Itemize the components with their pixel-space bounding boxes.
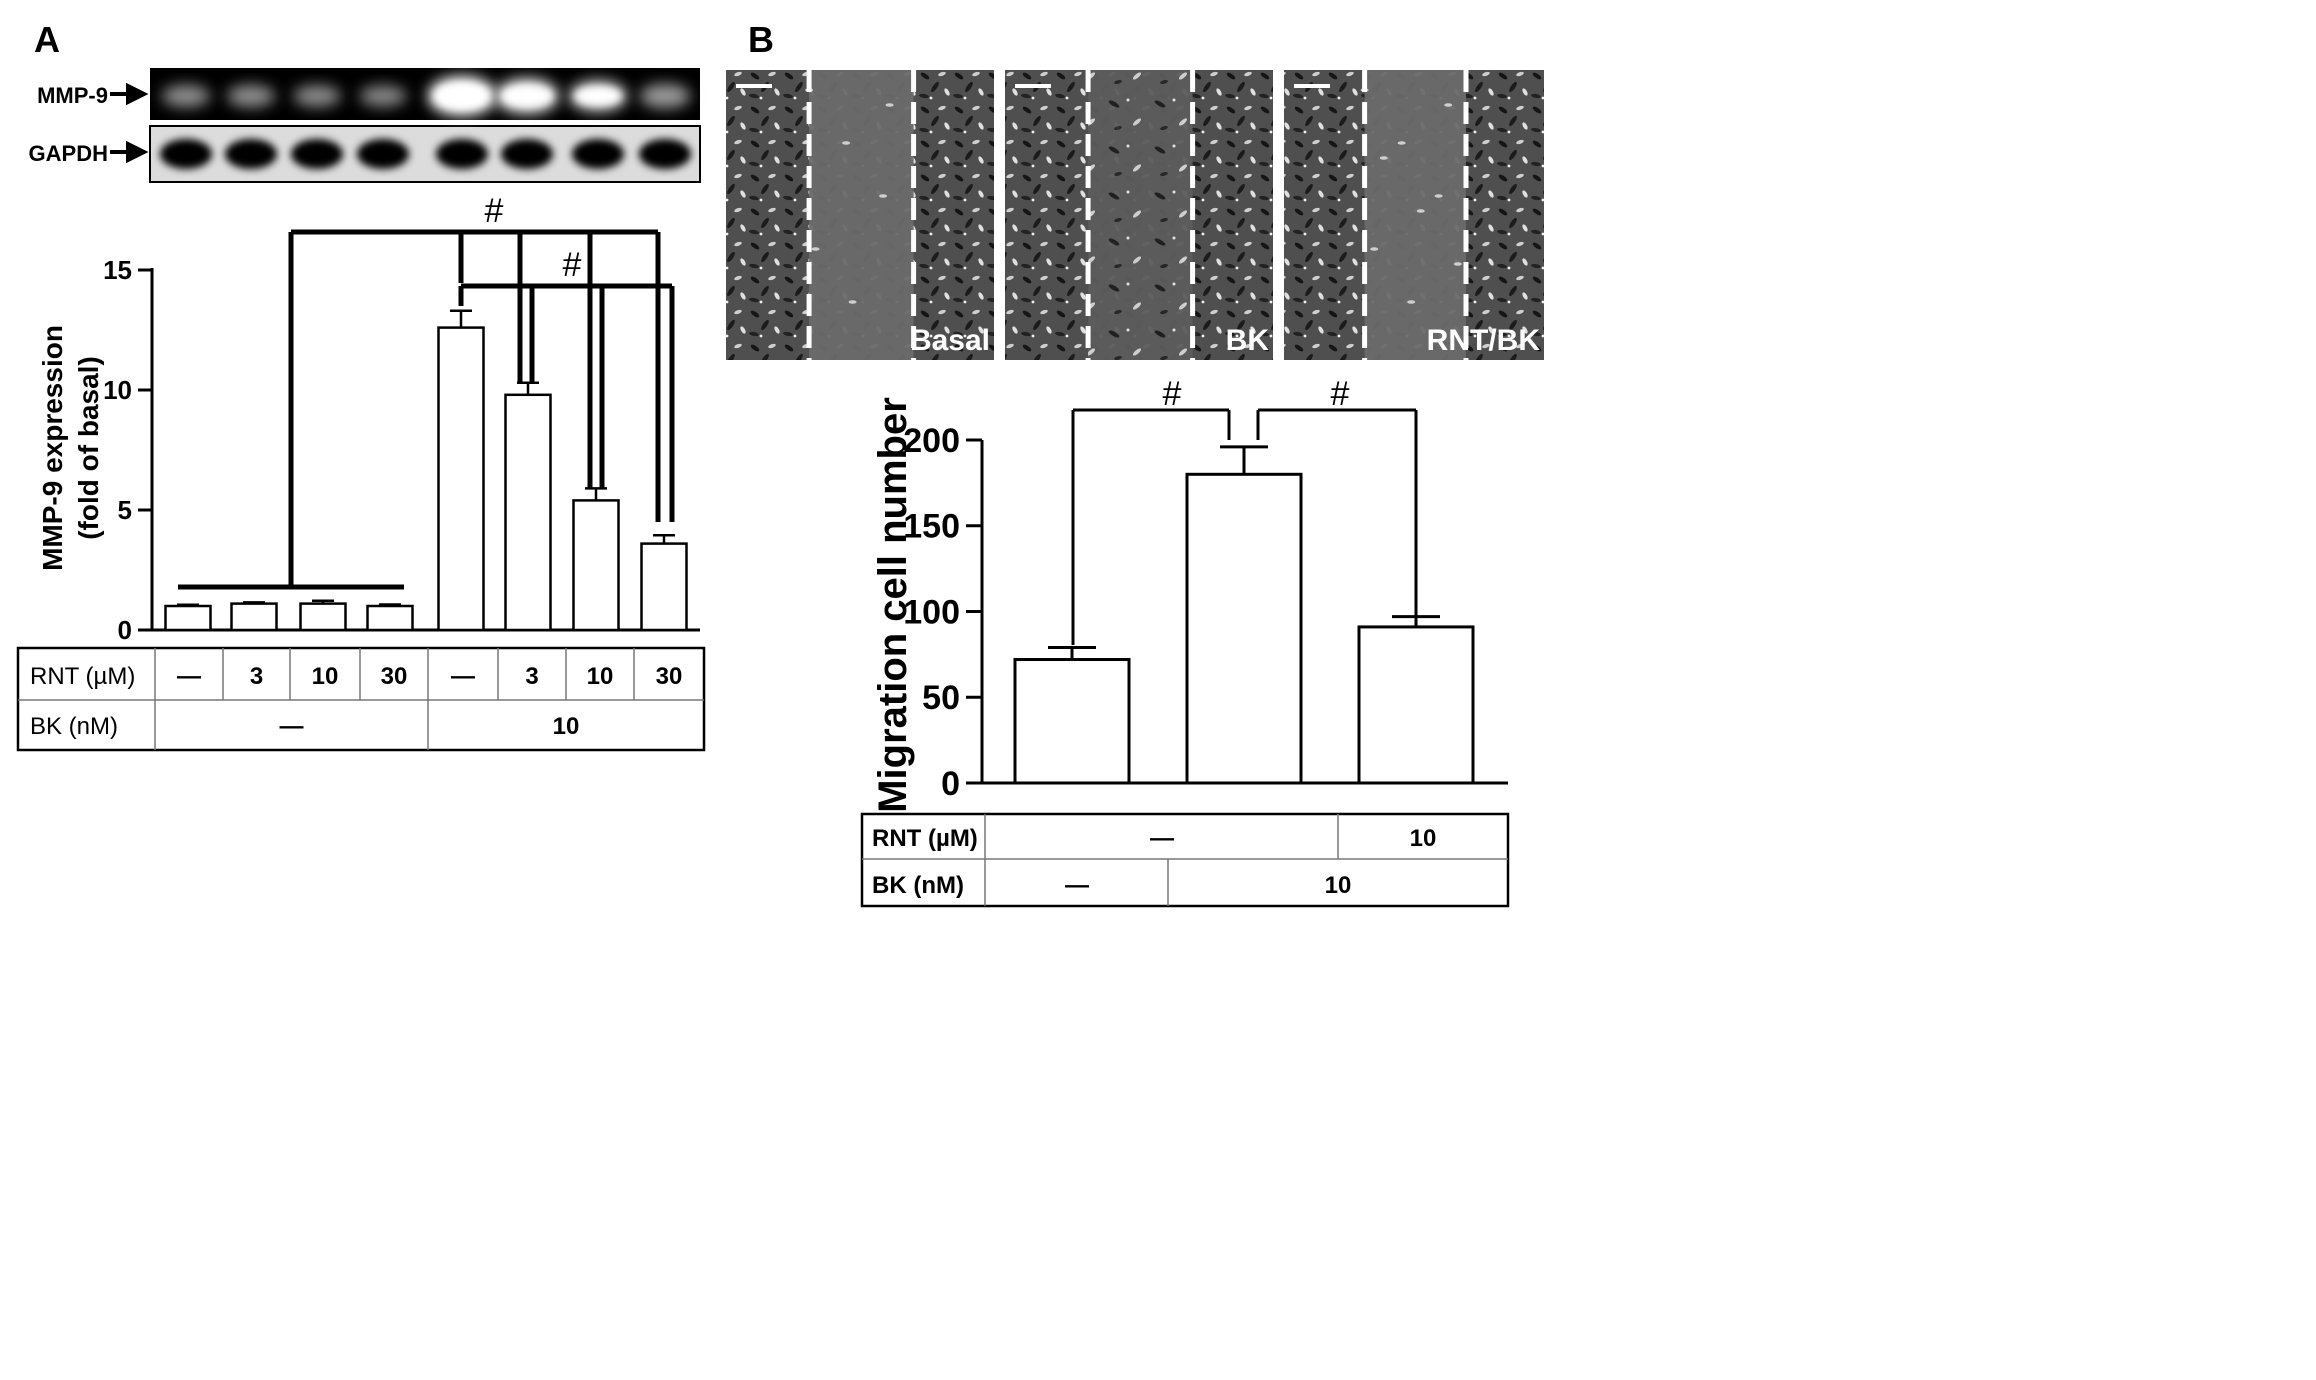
significance-mark: #: [485, 192, 504, 230]
y-tick-label: 5: [118, 495, 132, 525]
table-a-row-label-rnt: RNT (µM): [30, 663, 135, 690]
blot-band: [572, 139, 624, 169]
bar: [164, 604, 212, 632]
panel-letter-a: A: [34, 19, 60, 60]
blot-band: [226, 84, 276, 108]
bar: [1357, 625, 1475, 785]
table-a-cell: —: [177, 663, 201, 690]
table-b-row-label-bk: BK (nM): [872, 872, 964, 899]
blot-band: [436, 139, 488, 169]
table-b-cell: 10: [1410, 825, 1437, 852]
table-a-cell: 30: [381, 663, 408, 690]
y-tick-label: 0: [118, 615, 132, 645]
table-a-cell: 10: [312, 663, 339, 690]
panel-letter-b: B: [748, 19, 774, 60]
significance-brackets-a: [178, 229, 675, 590]
cell-mark: [1397, 141, 1406, 145]
micrographs: Basal BK RNT/BK: [726, 70, 1544, 360]
blot-band: [639, 139, 691, 169]
blot-band-core: [434, 84, 490, 108]
cell-mark: [1370, 247, 1379, 251]
cell-mark: [1416, 209, 1425, 213]
chart-b: 0 50 100 150 200 Migration cell number # #: [871, 375, 1508, 813]
y-tick-label: 0: [941, 765, 960, 803]
significance-mark: #: [1163, 375, 1182, 413]
cell-mark: [879, 194, 888, 198]
blot-label-mmp9: MMP-9: [37, 83, 108, 108]
table-b-cell: —: [1150, 825, 1174, 852]
table-a-cell: —: [451, 663, 475, 690]
blot-label-gapdh: GAPDH: [29, 141, 108, 166]
cell-mark: [1379, 156, 1388, 160]
bar: [572, 499, 620, 632]
micrograph-3: RNT/BK: [1284, 70, 1544, 360]
blot-band: [501, 139, 553, 169]
blot-band: [357, 139, 409, 169]
significance-brackets-b: [1071, 408, 1418, 645]
wound-gap: [809, 70, 914, 360]
bar: [299, 602, 347, 632]
arrow-icon: [110, 82, 149, 106]
micrograph-label: RNT/BK: [1427, 324, 1541, 357]
y-tick-label: 15: [103, 255, 132, 285]
table-a-cell: 10: [553, 713, 580, 740]
micrograph-1: Basal: [726, 70, 994, 360]
cell-mark: [885, 103, 894, 107]
blot-band: [359, 85, 407, 107]
table-a-cell: 10: [587, 663, 614, 690]
arrow-icon: [110, 140, 149, 164]
chart-a-y-label-2: (fold of basal): [73, 356, 104, 540]
table-a-cell: 30: [656, 663, 683, 690]
cell-mark: [1453, 262, 1462, 266]
cell-mark: [848, 300, 857, 304]
bar: [230, 602, 278, 632]
blot-band: [639, 83, 691, 109]
blot-band-core: [501, 85, 553, 107]
table-a-cell: —: [280, 713, 304, 740]
micrograph-2: BK: [1005, 70, 1273, 360]
table-a-cell: 3: [250, 663, 263, 690]
bar: [437, 326, 485, 632]
y-tick-label: 200: [903, 422, 960, 460]
y-tick-label: 150: [903, 508, 960, 546]
blot-band: [225, 139, 277, 169]
y-tick-label: 100: [903, 593, 960, 631]
cell-mark: [811, 247, 820, 251]
bar: [1185, 472, 1303, 785]
bar: [366, 604, 414, 632]
condition-table-b: RNT (µM) BK (nM) — 10 — 10: [860, 812, 1510, 908]
blot-band-core: [574, 86, 622, 106]
table-b-cell: —: [1065, 872, 1089, 899]
table-b-row-label-rnt: RNT (µM): [872, 825, 978, 852]
blot-band: [291, 139, 343, 169]
blot-band: [160, 139, 212, 169]
chart-b-y-label: Migration cell number: [871, 397, 915, 813]
significance-mark: #: [1331, 375, 1350, 413]
blot-band: [161, 84, 211, 108]
micrograph-label: BK: [1226, 324, 1270, 357]
cell-mark: [1434, 194, 1443, 198]
bar: [1013, 658, 1131, 785]
bar: [504, 393, 552, 632]
table-b-cell: 10: [1325, 872, 1352, 899]
micrograph-label: Basal: [910, 324, 990, 357]
condition-table-a: RNT (µM) BK (nM) — 3 10 30 — 3 10 30 — 10: [16, 646, 706, 752]
table-a-cell: 3: [525, 663, 538, 690]
y-tick-label: 50: [922, 679, 960, 717]
wound-gap: [1088, 70, 1193, 360]
cell-mark: [1407, 300, 1416, 304]
cell-mark: [842, 141, 851, 145]
table-a-row-label-bk: BK (nM): [30, 713, 118, 740]
chart-a-y-label: MMP-9 expression: [37, 325, 68, 571]
wound-gap: [1364, 70, 1466, 360]
significance-mark: #: [563, 246, 582, 284]
western-blot: MMP-9 GAPDH: [29, 68, 701, 183]
bar: [640, 542, 688, 632]
y-tick-label: 10: [103, 375, 132, 405]
blot-band: [293, 84, 341, 108]
cell-mark: [1444, 103, 1453, 107]
